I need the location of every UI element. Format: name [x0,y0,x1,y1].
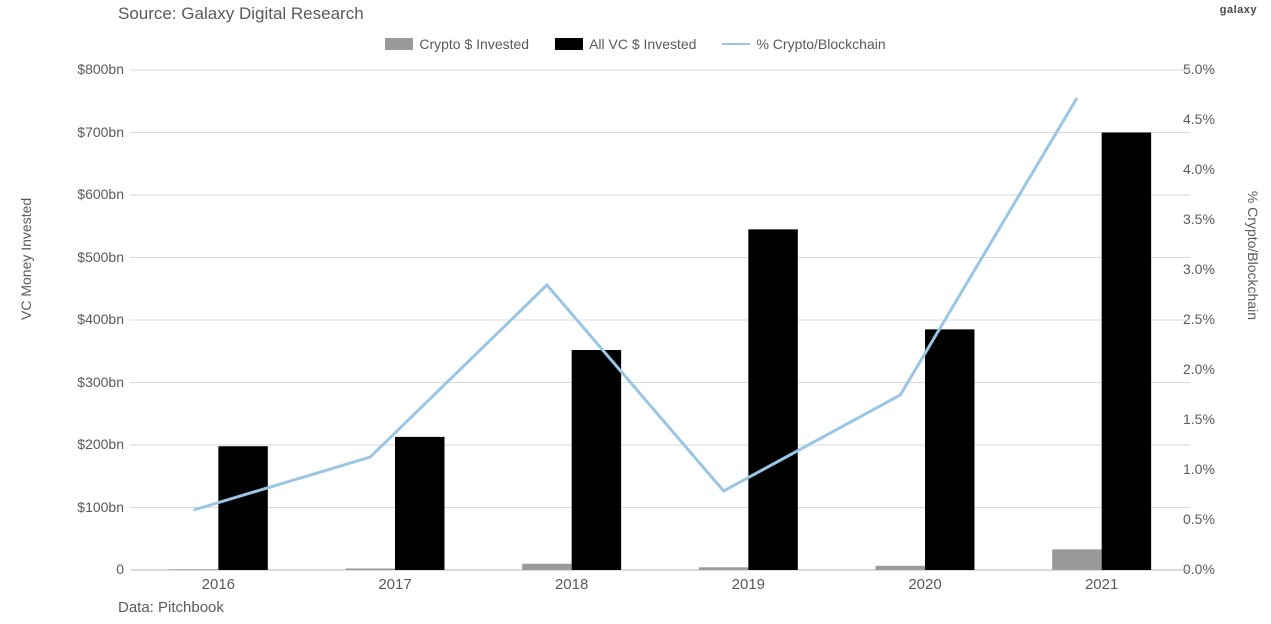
legend-swatch-allvc [555,38,583,50]
y-right-tick: 4.0% [1183,161,1239,177]
legend-item-pct: % Crypto/Blockchain [722,36,885,52]
x-tick: 2020 [908,576,941,593]
y-right-axis-title: % Crypto/Blockchain [1245,191,1261,320]
y-right-tick: 0.5% [1183,511,1239,527]
legend-label-crypto: Crypto $ Invested [419,36,529,52]
y-right-tick: 5.0% [1183,61,1239,77]
x-tick: 2017 [378,576,411,593]
data-source-note: Data: Pitchbook [118,599,224,616]
chart-svg [130,70,1190,570]
x-tick: 2021 [1085,576,1118,593]
y-right-tick: 1.5% [1183,411,1239,427]
y-right-tick: 1.0% [1183,461,1239,477]
y-left-tick: $500bn [56,249,124,265]
y-left-tick: $200bn [56,436,124,452]
legend-swatch-pct [722,43,750,45]
x-tick: 2016 [202,576,235,593]
y-left-tick: $800bn [56,61,124,77]
legend-label-pct: % Crypto/Blockchain [756,36,885,52]
y-right-tick: 2.0% [1183,361,1239,377]
y-right-tick: 3.5% [1183,211,1239,227]
y-right-tick: 0.0% [1183,561,1239,577]
x-tick: 2019 [732,576,765,593]
y-right-tick: 2.5% [1183,311,1239,327]
legend-item-crypto: Crypto $ Invested [385,36,529,52]
legend-label-allvc: All VC $ Invested [589,36,696,52]
legend-swatch-crypto [385,38,413,50]
y-left-tick: $300bn [56,374,124,390]
y-left-tick: $600bn [56,186,124,202]
y-left-tick: $100bn [56,499,124,515]
chart-plot-area [130,70,1190,570]
y-right-tick: 4.5% [1183,111,1239,127]
x-tick: 2018 [555,576,588,593]
y-left-tick: 0 [56,561,124,577]
y-left-tick: $400bn [56,311,124,327]
y-left-tick: $700bn [56,124,124,140]
brand-mark: galaxy [1220,4,1257,16]
y-left-axis-title: VC Money Invested [18,198,34,320]
y-right-tick: 3.0% [1183,261,1239,277]
chart-legend: Crypto $ Invested All VC $ Invested % Cr… [0,36,1271,52]
legend-item-allvc: All VC $ Invested [555,36,696,52]
source-label: Source: Galaxy Digital Research [118,4,364,24]
